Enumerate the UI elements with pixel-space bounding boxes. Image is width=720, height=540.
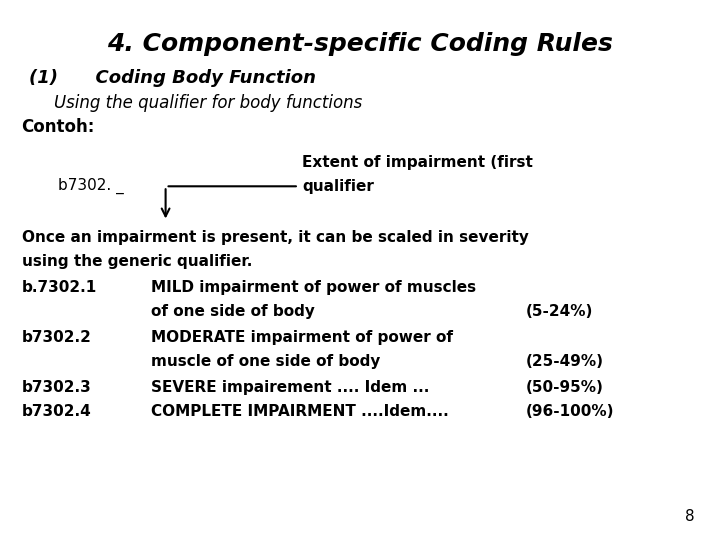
Text: b7302.4: b7302.4 <box>22 404 91 419</box>
Text: b7302.2: b7302.2 <box>22 330 91 345</box>
Text: (5-24%): (5-24%) <box>526 304 593 319</box>
Text: (50-95%): (50-95%) <box>526 380 603 395</box>
Text: Once an impairment is present, it can be scaled in severity: Once an impairment is present, it can be… <box>22 230 528 245</box>
Text: MODERATE impairment of power of: MODERATE impairment of power of <box>151 330 453 345</box>
Text: (25-49%): (25-49%) <box>526 354 603 369</box>
Text: Extent of impairment (first: Extent of impairment (first <box>302 154 534 170</box>
Text: (1)      Coding Body Function: (1) Coding Body Function <box>29 69 316 87</box>
Text: b.7302.1: b.7302.1 <box>22 280 97 295</box>
Text: 8: 8 <box>685 509 695 524</box>
Text: MILD impairment of power of muscles: MILD impairment of power of muscles <box>151 280 477 295</box>
Text: b7302. _: b7302. _ <box>58 178 123 194</box>
Text: muscle of one side of body: muscle of one side of body <box>151 354 381 369</box>
Text: Using the qualifier for body functions: Using the qualifier for body functions <box>54 93 362 112</box>
Text: COMPLETE IMPAIRMENT ....Idem....: COMPLETE IMPAIRMENT ....Idem.... <box>151 404 449 419</box>
Text: 4. Component-specific Coding Rules: 4. Component-specific Coding Rules <box>107 32 613 56</box>
Text: (96-100%): (96-100%) <box>526 404 614 419</box>
Text: qualifier: qualifier <box>302 179 374 194</box>
Text: SEVERE impairement .... Idem ...: SEVERE impairement .... Idem ... <box>151 380 430 395</box>
Text: of one side of body: of one side of body <box>151 304 315 319</box>
Text: b7302.3: b7302.3 <box>22 380 91 395</box>
Text: Contoh:: Contoh: <box>22 118 95 136</box>
Text: using the generic qualifier.: using the generic qualifier. <box>22 254 252 269</box>
